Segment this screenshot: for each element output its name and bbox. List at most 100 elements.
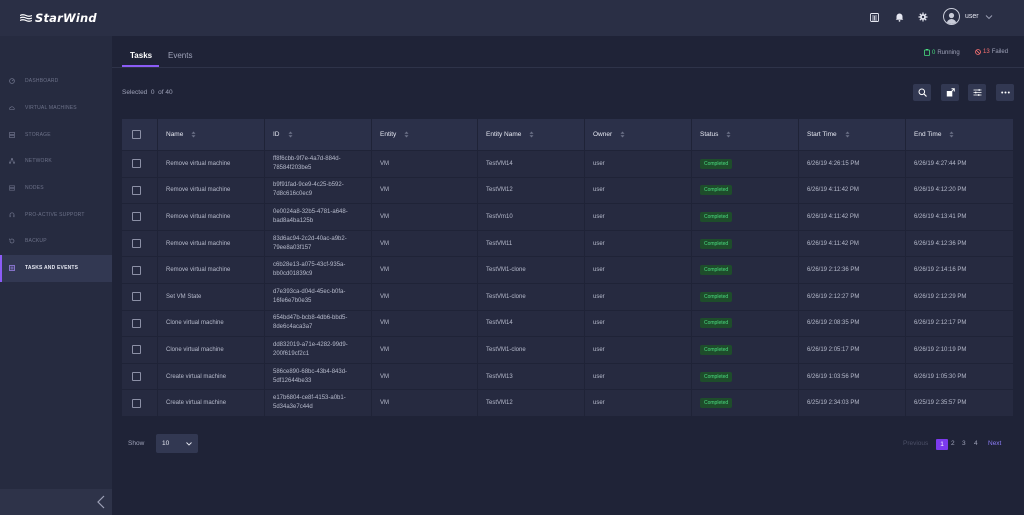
sidebar-item-virtual-machines[interactable]: VIRTUAL MACHINES xyxy=(0,95,112,122)
pagination-page-4[interactable]: 4 xyxy=(974,440,978,447)
column-header-status[interactable]: Status xyxy=(692,119,799,150)
notifications-button[interactable] xyxy=(894,12,904,22)
sidebar-item-storage[interactable]: STORAGE xyxy=(0,121,112,148)
row-checkbox[interactable] xyxy=(132,292,141,302)
table-row[interactable]: Remove virtual machine 83d6ac94-2c2d-40ac… xyxy=(122,230,1013,258)
table-row[interactable]: Remove virtual machine b9f91fad-9ce9-4c25… xyxy=(122,177,1013,205)
tab-events[interactable]: Events xyxy=(168,51,193,60)
task-status: Completed xyxy=(692,230,799,257)
task-start-time: 6/26/19 2:08:35 PM xyxy=(799,310,906,337)
calculator-button[interactable] xyxy=(869,12,879,22)
row-checkbox-cell xyxy=(122,257,158,283)
sort-icon xyxy=(845,131,850,138)
sidebar-item-label: NETWORK xyxy=(25,158,52,165)
row-checkbox[interactable] xyxy=(132,185,141,195)
row-checkbox[interactable] xyxy=(132,372,141,382)
column-header-entity-name[interactable]: Entity Name xyxy=(478,119,585,150)
row-checkbox[interactable] xyxy=(132,398,141,408)
pagination-page-2[interactable]: 2 xyxy=(951,440,955,447)
chevron-down-icon xyxy=(186,441,192,446)
task-start-time: 6/26/19 4:11:42 PM xyxy=(799,204,906,230)
column-header-entity[interactable]: Entity xyxy=(372,119,478,150)
task-end-time: 6/26/19 2:12:17 PM xyxy=(906,311,1013,337)
column-header-owner[interactable]: Owner xyxy=(585,119,692,150)
column-label: End Time xyxy=(914,131,942,138)
start-time-text: 6/26/19 1:03:56 PM xyxy=(807,373,860,380)
task-end-time: 6/25/19 2:35:57 PM xyxy=(906,390,1013,416)
sidebar-item-nodes[interactable]: NODES xyxy=(0,175,112,202)
task-id-text: dd832019-a71e-4282-99d9- 200f619cf2c1 xyxy=(273,341,348,357)
row-checkbox[interactable] xyxy=(132,212,141,222)
starwind-logo-icon xyxy=(20,14,32,22)
row-checkbox[interactable] xyxy=(132,239,141,249)
task-name: Set VM State xyxy=(158,283,265,310)
sidebar-item-backup[interactable]: BACKUP xyxy=(0,228,112,255)
row-checkbox[interactable] xyxy=(132,345,141,355)
select-all-checkbox[interactable] xyxy=(132,130,141,139)
owner-text: user xyxy=(593,293,605,300)
settings-button[interactable] xyxy=(918,12,928,22)
user-name[interactable]: user xyxy=(965,13,979,20)
failed-count: 13 xyxy=(983,49,990,55)
pagination-previous[interactable]: Previous xyxy=(903,440,929,447)
table-row[interactable]: Clone virtual machine 654bd47b-bcb8-4db6-… xyxy=(122,310,1013,338)
more-options-button[interactable] xyxy=(996,84,1014,101)
sidebar-item-label: VIRTUAL MACHINES xyxy=(25,105,77,112)
table-row[interactable]: Create virtual machine 586ce890-68bc-43b4… xyxy=(122,363,1013,391)
pagination-page-3[interactable]: 3 xyxy=(962,440,966,447)
row-checkbox[interactable] xyxy=(132,265,141,275)
export-button[interactable] xyxy=(941,84,959,101)
task-end-time: 6/26/19 2:14:16 PM xyxy=(906,257,1013,283)
failed-status[interactable]: 13 Failed xyxy=(975,49,1008,55)
task-end-time: 6/26/19 4:12:36 PM xyxy=(906,231,1013,257)
pagination-next[interactable]: Next xyxy=(988,440,1002,447)
table-row[interactable]: Set VM State d7e393ca-d04d-45ec-b0fa- 16f… xyxy=(122,283,1013,311)
table-header: Name ID Entity Entity Name Owner Status … xyxy=(122,119,1013,151)
collapse-sidebar-button[interactable] xyxy=(96,494,106,510)
sidebar-item-pro-active-support[interactable]: PRO-ACTIVE SUPPORT xyxy=(0,201,112,228)
column-header-end-time[interactable]: End Time xyxy=(906,119,1013,150)
selected-label: Selected xyxy=(122,89,148,96)
task-entity-name: TestVM1-clone xyxy=(478,257,585,283)
task-owner: user xyxy=(585,257,692,283)
task-name-text: Set VM State xyxy=(166,293,202,300)
row-checkbox[interactable] xyxy=(132,159,141,169)
filter-button[interactable] xyxy=(968,84,986,101)
running-status[interactable]: 0 Running xyxy=(924,49,960,56)
sidebar-item-dashboard[interactable]: DASHBOARD xyxy=(0,68,112,95)
task-status: Completed xyxy=(692,257,799,283)
table-row[interactable]: Remove virtual machine ff8f6cbb-9f7e-4a7d… xyxy=(122,151,1013,178)
column-header-name[interactable]: Name xyxy=(158,119,265,150)
column-label: Status xyxy=(700,131,719,138)
status-badge: Completed xyxy=(700,371,733,382)
tab-tasks[interactable]: Tasks xyxy=(130,51,153,60)
table-row[interactable]: Remove virtual machine c6b28e13-a075-43cf… xyxy=(122,257,1013,284)
task-end-time: 6/26/19 4:13:41 PM xyxy=(906,204,1013,230)
backup-icon xyxy=(9,238,15,244)
table-row[interactable]: Remove virtual machine 0e0024a8-32b5-4781… xyxy=(122,204,1013,231)
status-badge: Completed xyxy=(700,291,733,302)
sidebar-item-tasks-and-events[interactable]: TASKS AND EVENTS xyxy=(0,254,112,282)
owner-text: user xyxy=(593,187,605,194)
logo[interactable]: StarWind xyxy=(0,0,112,36)
task-id-text: 0e0024a8-32b5-4781-a648- bad8a4ba125b xyxy=(273,208,348,224)
chevron-down-icon[interactable] xyxy=(985,13,993,21)
entity-name-text: TestVM1-clone xyxy=(486,293,526,300)
sort-icon xyxy=(529,131,534,138)
sidebar-item-network[interactable]: NETWORK xyxy=(0,148,112,175)
search-button[interactable] xyxy=(913,84,931,101)
sort-icon xyxy=(620,131,625,138)
task-name-text: Remove virtual machine xyxy=(166,160,231,167)
row-checkbox-cell xyxy=(122,337,158,363)
column-header-start-time[interactable]: Start Time xyxy=(799,119,906,150)
table-row[interactable]: Create virtual machine e17b6804-ce8f-4153… xyxy=(122,390,1013,417)
avatar[interactable] xyxy=(943,8,960,25)
row-checkbox[interactable] xyxy=(132,318,141,328)
table-row[interactable]: Clone virtual machine dd832019-a71e-4282-… xyxy=(122,337,1013,364)
column-header-id[interactable]: ID xyxy=(265,119,372,150)
page-size-select[interactable]: 10 xyxy=(156,434,198,453)
sidebar-item-label: TASKS AND EVENTS xyxy=(25,265,79,272)
error-icon xyxy=(975,49,981,55)
task-name-text: Create virtual machine xyxy=(166,373,227,380)
pagination-page-1[interactable]: 1 xyxy=(936,439,948,450)
